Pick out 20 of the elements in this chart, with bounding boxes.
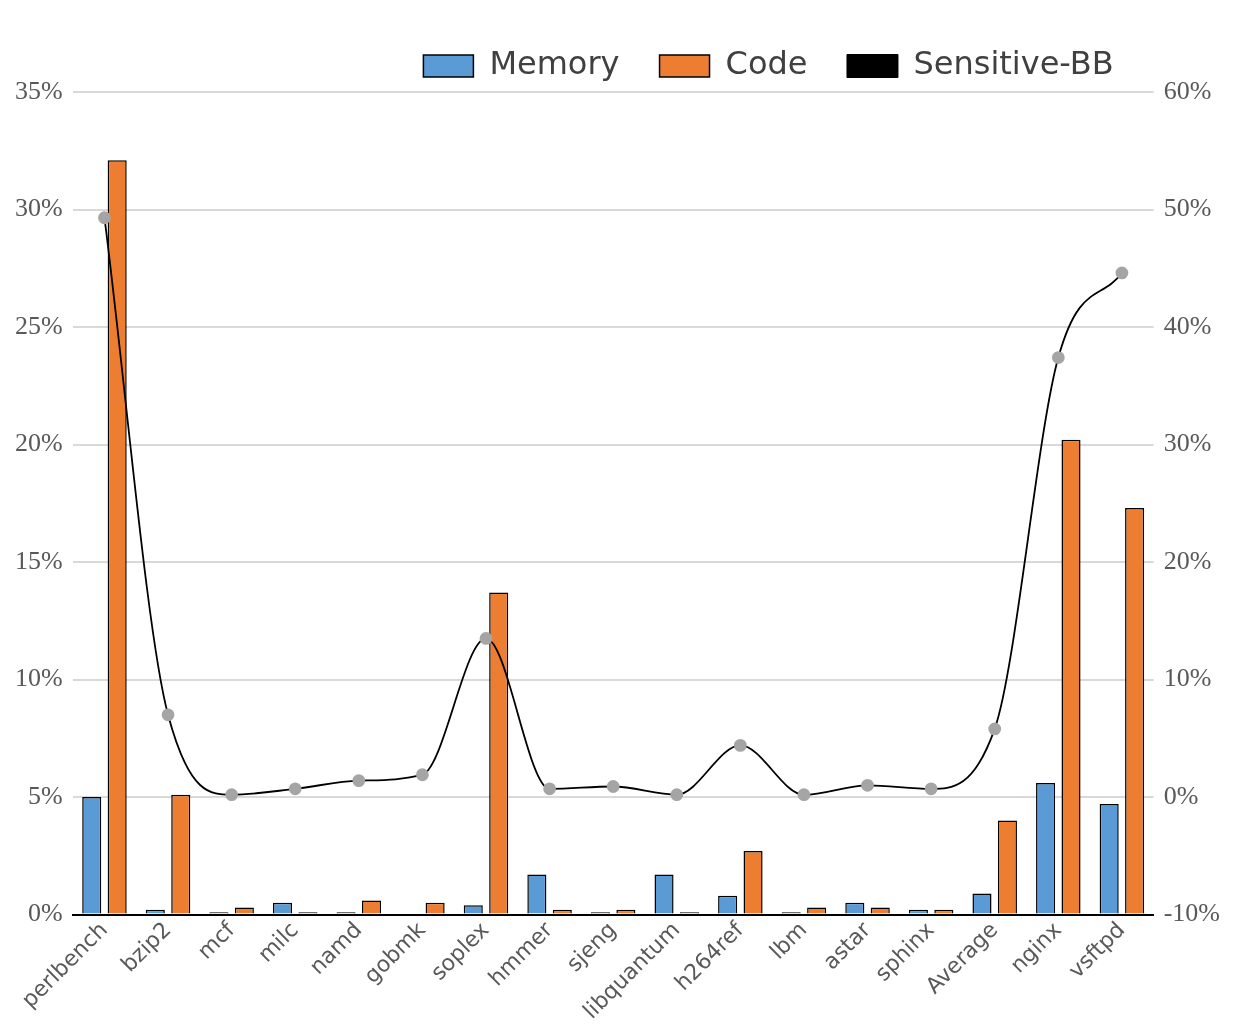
y2-tick-label: 40% (1163, 310, 1212, 340)
legend-label: Memory (489, 44, 620, 83)
y2-tick-label: 30% (1163, 428, 1212, 458)
y-tick-label: 5% (27, 780, 63, 810)
y2-tick-label: 50% (1163, 193, 1212, 223)
y-tick-label: 0% (27, 898, 63, 928)
y-tick-label: 20% (14, 428, 63, 458)
y2-tick-label: 20% (1163, 545, 1212, 575)
y2-tick-label: 10% (1163, 663, 1212, 693)
y-tick-label: 15% (14, 545, 63, 575)
legend-label: Sensitive-BB (913, 44, 1114, 83)
y2-tick-label: 60% (1163, 75, 1212, 105)
y-tick-label: 30% (14, 193, 63, 223)
legend-label: Code (725, 44, 808, 83)
y-tick-label: 35% (14, 75, 63, 105)
y-tick-label: 25% (14, 310, 63, 340)
y-tick-label: 10% (14, 663, 63, 693)
y2-tick-label: -10% (1163, 898, 1221, 928)
y2-tick-label: 0% (1163, 780, 1199, 810)
x-tick-label: lbm (764, 916, 812, 964)
